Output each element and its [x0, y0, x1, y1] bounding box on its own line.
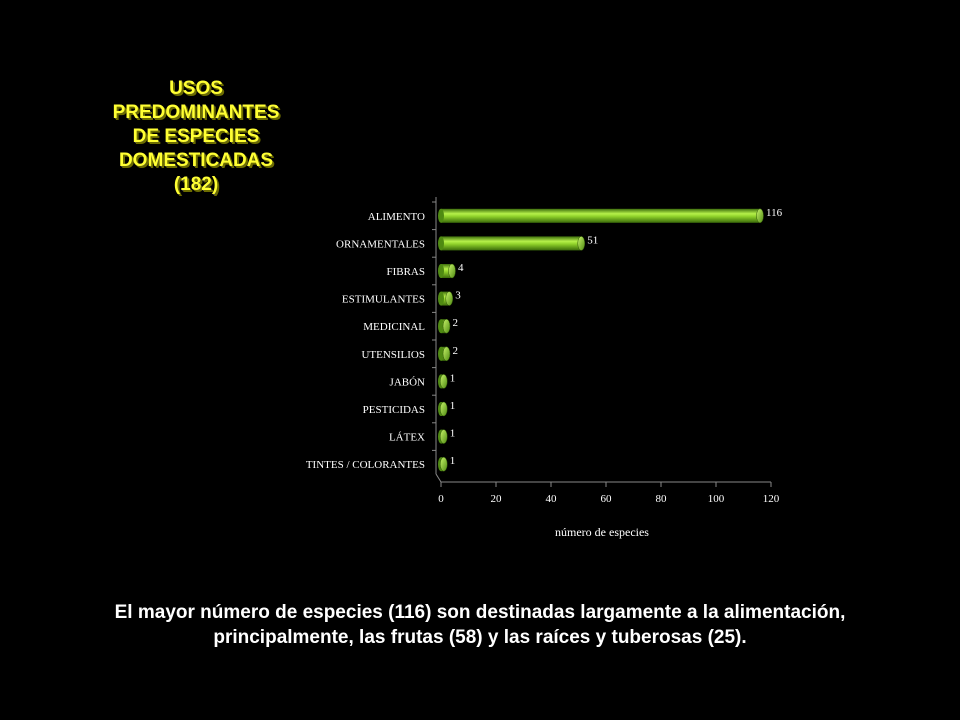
axis-corner [435, 473, 442, 483]
x-tick-label: 20 [491, 493, 503, 505]
bar-end-cap [577, 236, 585, 251]
chart-labels: 0 20 40 60 80 100 120 número de especies ALIMENT… [306, 207, 783, 539]
x-tick-label: 40 [546, 493, 558, 505]
data-label: 51 [587, 234, 598, 246]
bar-end-cap [756, 208, 764, 224]
data-label: 1 [450, 455, 456, 467]
bar [441, 264, 452, 278]
data-label: 1 [450, 372, 456, 384]
category-label: JABÓN [390, 376, 426, 388]
bar-end-cap [440, 374, 448, 389]
data-label: 116 [766, 207, 783, 219]
category-label: ESTIMULANTES [342, 294, 425, 306]
bar-end-cap [445, 291, 453, 306]
bar [441, 291, 450, 306]
x-axis-title: número de especies [555, 525, 649, 539]
bar-end-cap [448, 263, 456, 279]
category-label: LÁTEX [389, 432, 425, 444]
bar [441, 208, 760, 223]
bar-start-cap [438, 236, 444, 251]
data-label: 3 [455, 290, 461, 302]
bar-end-cap [440, 456, 448, 472]
chart-bars [438, 208, 764, 472]
category-label: ALIMENTO [368, 211, 425, 223]
bar-start-cap [438, 208, 444, 223]
x-tick-label: 120 [763, 493, 780, 505]
category-label: TINTES / COLORANTES [306, 459, 425, 471]
bar-start-cap [438, 319, 444, 334]
bar-end-cap [440, 429, 448, 444]
data-label: 2 [453, 317, 459, 329]
data-label: 1 [450, 400, 456, 412]
bar-end-cap [440, 401, 448, 417]
bar-end-cap [442, 346, 451, 362]
x-tick-label: 80 [656, 493, 668, 505]
x-tick-label: 0 [438, 493, 444, 505]
bar [441, 236, 582, 251]
caption-text: El mayor número de especies (116) son de… [114, 602, 846, 648]
category-label: UTENSILIOS [361, 349, 425, 361]
bar-start-cap [438, 291, 444, 306]
chart-axes [432, 197, 772, 487]
category-label: MEDICINAL [363, 321, 425, 333]
data-label: 4 [458, 262, 464, 274]
bar-start-cap [438, 346, 444, 361]
data-label: 1 [450, 428, 456, 440]
x-tick-label: 100 [708, 493, 725, 505]
bar-start-cap [438, 264, 444, 278]
category-label: FIBRAS [386, 266, 425, 278]
category-label: ORNAMENTALES [336, 238, 425, 250]
bar-end-cap [442, 318, 451, 334]
data-label: 2 [453, 345, 459, 357]
chart-title: USOS PREDOMINANTES DE ESPECIES DOMESTICA… [112, 78, 280, 195]
x-tick-label: 60 [601, 493, 613, 505]
category-label: PESTICIDAS [363, 404, 425, 416]
